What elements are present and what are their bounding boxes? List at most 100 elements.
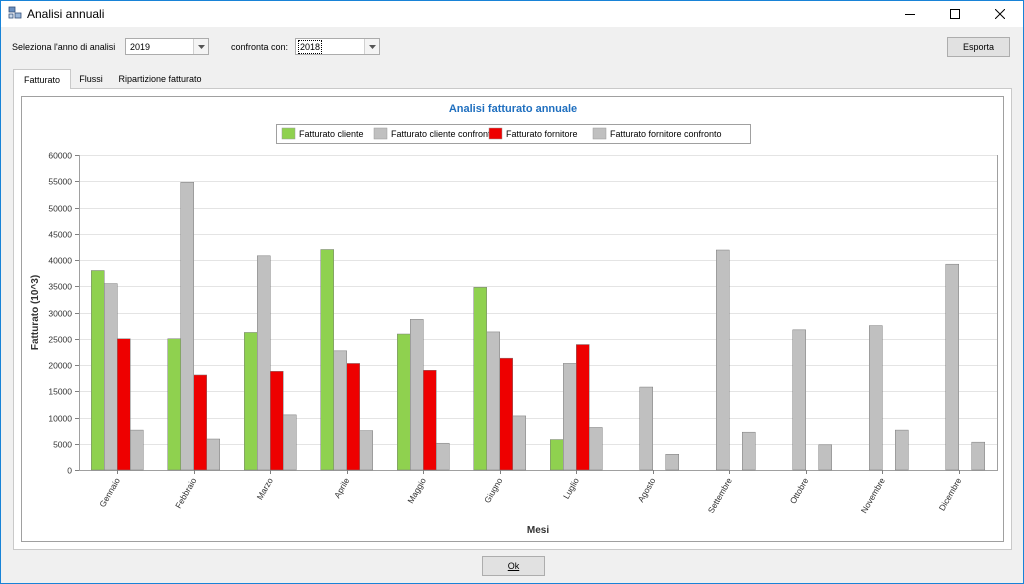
chevron-down-icon[interactable] xyxy=(193,39,208,54)
x-tick-label: Novembre xyxy=(859,476,887,515)
bar xyxy=(499,357,513,471)
bar xyxy=(320,249,334,471)
y-axis-label: Fatturato (10^3) xyxy=(30,275,41,350)
bar xyxy=(576,344,590,471)
bar xyxy=(104,283,118,471)
tab-fatturato[interactable]: Fatturato xyxy=(13,69,71,89)
y-tick-label: 45000 xyxy=(48,230,72,240)
compare-label: confronta con: xyxy=(231,42,289,52)
chart-frame: Analisi fatturato annuale Fatturato clien… xyxy=(21,96,1004,542)
bar xyxy=(257,255,271,471)
y-tick-label: 15000 xyxy=(48,387,72,397)
revenue-chart: Analisi fatturato annuale Fatturato clien… xyxy=(30,103,998,536)
x-tick-label: Dicembre xyxy=(937,476,964,513)
tab-ripartizione-fatturato[interactable]: Ripartizione fatturato xyxy=(118,73,202,84)
y-tick-label: 5000 xyxy=(53,440,72,450)
bar xyxy=(167,338,181,471)
window-title: Analisi annuali xyxy=(27,7,105,21)
bar xyxy=(270,371,284,471)
close-button[interactable] xyxy=(977,1,1022,27)
legend-entry: Fatturato fornitore confronto xyxy=(610,129,722,139)
bar xyxy=(397,333,411,471)
y-tick-label: 10000 xyxy=(48,414,72,424)
bar xyxy=(589,427,603,471)
export-button[interactable]: Esporta xyxy=(947,37,1010,57)
title-bar: Analisi annuali xyxy=(1,1,1023,27)
bar xyxy=(244,332,258,471)
legend-entry: Fatturato fornitore xyxy=(506,129,578,139)
x-tick-label: Marzo xyxy=(255,476,276,502)
bar xyxy=(869,325,883,471)
bar xyxy=(742,431,756,471)
bar xyxy=(410,319,424,471)
compare-year-value: 2018 xyxy=(297,40,323,54)
bar xyxy=(473,287,487,471)
y-tick-label: 50000 xyxy=(48,204,72,214)
chart-title: Analisi fatturato annuale xyxy=(449,103,577,115)
x-tick-label: Febbraio xyxy=(173,476,199,510)
year-label: Seleziona l'anno di analisi xyxy=(12,42,116,52)
minimize-icon xyxy=(904,14,915,15)
y-tick-label: 60000 xyxy=(48,151,72,161)
bar xyxy=(512,415,526,471)
x-tick-label: Luglio xyxy=(561,476,581,501)
x-tick-label: Giugno xyxy=(482,476,505,505)
legend-swatch xyxy=(281,127,296,140)
x-tick-label: Maggio xyxy=(405,476,428,505)
ok-button[interactable]: Ok xyxy=(482,556,545,576)
bar xyxy=(971,441,985,471)
y-tick-label: 0 xyxy=(67,466,72,476)
bar xyxy=(359,430,373,471)
bar xyxy=(130,429,144,471)
bar xyxy=(895,429,909,471)
bar xyxy=(550,439,564,471)
bar xyxy=(665,454,679,471)
y-tick-label: 20000 xyxy=(48,361,72,371)
bar xyxy=(180,182,194,471)
legend-entry: Fatturato cliente xyxy=(299,129,364,139)
bar xyxy=(206,438,220,471)
bar xyxy=(283,414,297,471)
bar xyxy=(117,338,131,471)
x-tick-label: Settembre xyxy=(706,476,734,515)
y-tick-label: 35000 xyxy=(48,282,72,292)
ok-label: Ok xyxy=(507,561,520,571)
bar xyxy=(436,442,450,471)
bar xyxy=(486,331,500,471)
bar xyxy=(346,363,360,471)
year-select[interactable]: 2019 xyxy=(125,38,209,55)
y-tick-label: 40000 xyxy=(48,256,72,266)
x-axis-label: Mesi xyxy=(527,525,549,536)
close-icon xyxy=(994,9,1005,19)
x-tick-label: Ottobre xyxy=(788,476,811,506)
bar xyxy=(716,249,730,471)
tab-flussi[interactable]: Flussi xyxy=(79,73,103,84)
legend-box xyxy=(276,124,751,144)
maximize-icon xyxy=(949,9,960,19)
y-tick-label: 25000 xyxy=(48,335,72,345)
bar xyxy=(639,386,653,471)
year-value: 2019 xyxy=(130,42,151,52)
x-tick-label: Gennaio xyxy=(97,476,122,509)
legend-swatch xyxy=(488,127,503,140)
compare-year-select[interactable]: 2018 xyxy=(295,38,380,55)
x-tick-label: Agosto xyxy=(636,476,658,504)
bar xyxy=(193,374,207,471)
minimize-button[interactable] xyxy=(887,1,932,27)
bar xyxy=(792,329,806,471)
app-icon xyxy=(8,6,22,19)
x-tick-label: Aprile xyxy=(332,476,352,500)
maximize-button[interactable] xyxy=(932,1,977,27)
y-tick-label: 30000 xyxy=(48,309,72,319)
y-tick-label: 55000 xyxy=(48,177,72,187)
legend-swatch xyxy=(592,127,607,140)
bar xyxy=(423,370,437,471)
chevron-down-icon[interactable] xyxy=(364,39,379,54)
bar xyxy=(818,444,832,471)
bar xyxy=(333,350,347,471)
bar xyxy=(563,363,577,471)
legend-entry: Fatturato cliente confronto xyxy=(391,129,496,139)
legend-swatch xyxy=(373,127,388,140)
bar xyxy=(91,270,105,471)
